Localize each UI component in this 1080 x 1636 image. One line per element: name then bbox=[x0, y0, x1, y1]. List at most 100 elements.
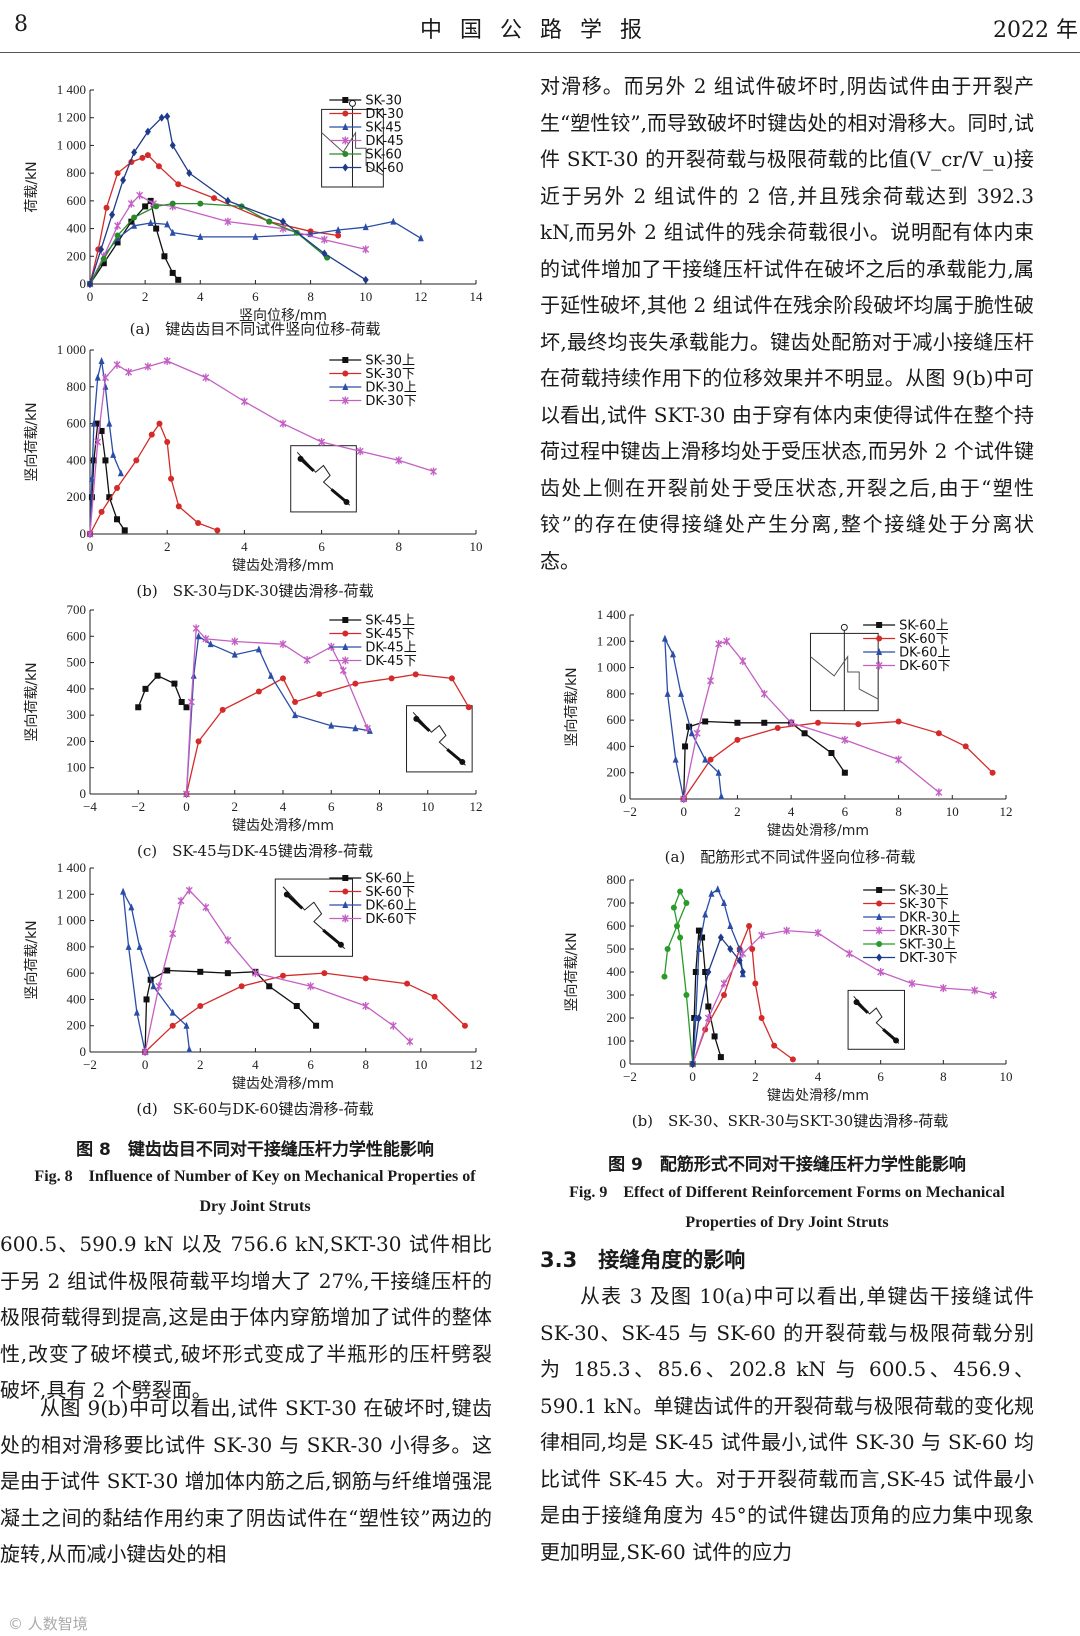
data-point bbox=[148, 431, 155, 438]
data-point bbox=[736, 956, 743, 965]
data-point bbox=[723, 637, 731, 646]
data-point bbox=[705, 968, 712, 976]
y-tick-label: 400 bbox=[67, 991, 87, 1006]
x-tick-label: 10 bbox=[946, 804, 959, 819]
x-tick-label: −2 bbox=[623, 804, 637, 819]
y-tick-label: 1 200 bbox=[597, 633, 626, 648]
x-tick-label: 6 bbox=[307, 1057, 314, 1072]
y-tick-label: 600 bbox=[607, 712, 627, 727]
specimen-inset-diagram bbox=[847, 989, 905, 1050]
data-point bbox=[183, 704, 190, 711]
data-point bbox=[169, 200, 176, 207]
x-axis-label: 键齿处滑移/mm bbox=[232, 1075, 334, 1092]
legend-label: DKR-30下 bbox=[899, 924, 960, 939]
y-tick-label: 200 bbox=[607, 1010, 627, 1025]
x-tick-label: 0 bbox=[142, 1057, 149, 1072]
x-tick-label: 14 bbox=[470, 289, 484, 304]
data-point bbox=[736, 945, 743, 952]
series-DK-60上 bbox=[120, 887, 193, 1055]
series-line bbox=[683, 720, 846, 800]
data-point bbox=[715, 639, 723, 648]
y-tick-label: 200 bbox=[607, 765, 627, 780]
data-point bbox=[678, 689, 685, 697]
data-point bbox=[721, 899, 727, 906]
legend-marker bbox=[342, 370, 349, 377]
data-point bbox=[693, 729, 701, 738]
data-point bbox=[841, 735, 849, 744]
data-point bbox=[363, 724, 371, 733]
legend-label: SK-60 bbox=[365, 148, 402, 163]
data-point bbox=[717, 1054, 724, 1061]
x-tick-label: 6 bbox=[318, 539, 325, 554]
x-tick-label: 8 bbox=[396, 539, 403, 554]
data-point bbox=[178, 699, 185, 705]
data-point bbox=[153, 203, 160, 210]
data-point bbox=[195, 519, 202, 526]
data-point bbox=[695, 927, 702, 934]
figure-9b: −2 0 2 4 6 8 10 0 100 200 300 400 500 600 700 800 键齿处滑移/… bbox=[560, 870, 1020, 1110]
data-point bbox=[787, 718, 795, 727]
legend-label: SK-45下 bbox=[365, 627, 415, 642]
series-line bbox=[89, 154, 339, 285]
x-tick-label: 2 bbox=[232, 799, 239, 814]
legend-label: DK-60上 bbox=[365, 899, 416, 914]
legend-marker bbox=[341, 396, 349, 405]
data-point bbox=[362, 245, 370, 254]
x-tick-label: 2 bbox=[142, 289, 149, 304]
fig9-caption-cn: 图 9 配筋形式不同对干接缝压杆力学性能影响 bbox=[608, 1155, 966, 1175]
legend-label: SK-60下 bbox=[899, 632, 949, 647]
series-line bbox=[683, 720, 994, 800]
y-tick-label: 300 bbox=[67, 707, 87, 722]
data-point bbox=[171, 680, 178, 687]
data-point bbox=[266, 218, 273, 225]
data-point bbox=[183, 790, 190, 798]
y-tick-label: 800 bbox=[607, 872, 627, 887]
y-axis-label: 竖向荷载/kN bbox=[24, 402, 40, 481]
data-point bbox=[758, 1015, 765, 1021]
legend-label: SK-60上 bbox=[365, 872, 415, 887]
data-point bbox=[758, 931, 766, 940]
data-point bbox=[739, 657, 747, 665]
x-tick-label: 0 bbox=[689, 1069, 696, 1084]
data-point bbox=[135, 704, 142, 711]
data-point bbox=[704, 1014, 712, 1022]
legend-label: SK-45 bbox=[365, 121, 402, 136]
legend-marker bbox=[875, 661, 883, 670]
legend-marker bbox=[342, 151, 349, 157]
data-point bbox=[280, 972, 286, 979]
data-point bbox=[255, 645, 262, 653]
x-tick-label: −4 bbox=[83, 799, 97, 814]
data-point bbox=[279, 640, 287, 649]
data-point bbox=[734, 736, 741, 743]
data-point bbox=[683, 900, 690, 906]
data-point bbox=[169, 269, 176, 276]
data-point bbox=[335, 225, 342, 233]
legend-label: DK-45上 bbox=[365, 641, 416, 656]
y-tick-label: 0 bbox=[620, 1056, 627, 1071]
y-tick-label: 600 bbox=[67, 628, 87, 643]
data-point bbox=[131, 214, 138, 221]
data-point bbox=[352, 680, 359, 687]
data-point bbox=[664, 946, 671, 952]
y-tick-label: 400 bbox=[607, 964, 627, 979]
section-heading: 3.3 接缝角度的影响 bbox=[540, 1248, 746, 1272]
data-point bbox=[144, 362, 152, 371]
data-point bbox=[760, 689, 768, 698]
fig9a-caption: (a) 配筋形式不同试件竖向位移-荷载 bbox=[664, 848, 916, 866]
data-point bbox=[120, 887, 127, 895]
data-point bbox=[714, 885, 721, 893]
data-point bbox=[727, 945, 734, 953]
y-tick-label: 200 bbox=[67, 733, 87, 748]
data-point bbox=[279, 419, 287, 428]
data-point bbox=[702, 755, 709, 763]
data-point bbox=[177, 896, 185, 905]
data-point bbox=[789, 1056, 796, 1063]
data-point bbox=[672, 755, 679, 763]
y-axis-label: 竖向荷载/kN bbox=[24, 662, 40, 741]
data-point bbox=[686, 723, 693, 730]
fig8-caption-cn: 图 8 键齿齿目不同对干接缝压杆力学性能影响 bbox=[76, 1140, 434, 1160]
